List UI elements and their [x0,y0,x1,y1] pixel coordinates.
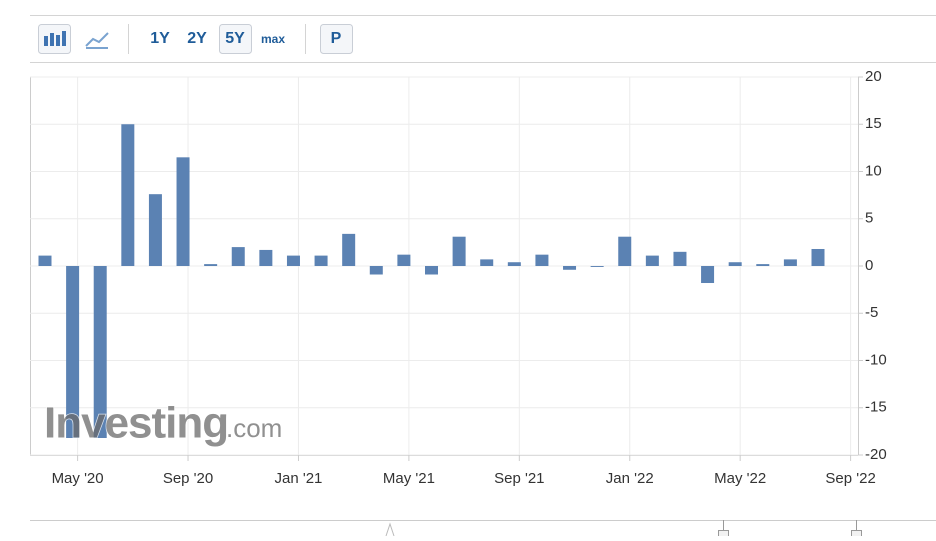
bar [342,233,356,266]
bar [148,194,162,266]
bar [673,251,687,266]
bar [286,255,300,266]
x-tick-label: Jan '22 [606,470,654,487]
y-tick-label: 15 [865,115,882,132]
y-tick-label: 20 [865,68,882,85]
y-tick-label: -10 [865,351,887,368]
p-button-frame [320,24,353,54]
y-tick-label: -5 [865,304,878,321]
bars [38,124,825,438]
y-tick-label: -20 [865,446,887,463]
bar [535,254,549,266]
line-chart-button[interactable] [85,32,109,49]
bar [38,255,52,266]
bar [93,266,107,438]
x-tick-label: Sep '20 [163,470,213,487]
y-tick-label: 10 [865,162,882,179]
bar [452,236,466,266]
bar [176,157,190,266]
bar [204,264,218,266]
y-tick-label: -15 [865,399,887,416]
bar [314,255,328,266]
watermark: Investing .com [43,398,283,449]
bar-chart-button[interactable] [38,24,71,54]
bar [66,266,80,438]
x-tick-label: May '22 [714,470,766,487]
bar [563,266,577,270]
bar [811,248,825,266]
x-tick-label: May '20 [52,470,104,487]
x-tick-label: Jan '21 [275,470,323,487]
watermark-domain: .com [226,413,282,443]
x-tick-label: Sep '21 [494,470,544,487]
bar [425,266,438,275]
selected-range-frame [219,24,252,54]
watermark-brand: Investing [44,399,228,448]
x-tick-label: May '21 [383,470,435,487]
p-button[interactable]: P [331,30,342,47]
bar [756,264,770,266]
bar [121,124,135,266]
bar [618,236,632,266]
bar [507,262,521,266]
bar [231,247,245,266]
y-tick-label: 5 [865,210,873,227]
bar [369,266,383,275]
axis-labels: -20 -15 -10 -5 0 5 10 15 20 May '20 Sep '20 Jan '21… [52,68,887,487]
bar [397,254,411,266]
range-button[interactable]: max [261,32,285,46]
bar [783,259,797,266]
bar [480,259,494,266]
navigator-handle[interactable] [718,530,729,539]
bar [728,262,742,266]
bar [590,266,604,267]
range-button[interactable]: 2Y [187,30,207,47]
navigator-handle[interactable] [851,530,862,539]
bar [701,266,715,284]
bar [259,249,273,266]
bar [645,255,659,266]
range-button[interactable]: 5Y [225,30,245,47]
y-tick-label: 0 [865,257,873,274]
range-button[interactable]: 1Y [150,30,170,47]
navigator-line [385,522,395,537]
x-tick-label: Sep '22 [825,470,875,487]
